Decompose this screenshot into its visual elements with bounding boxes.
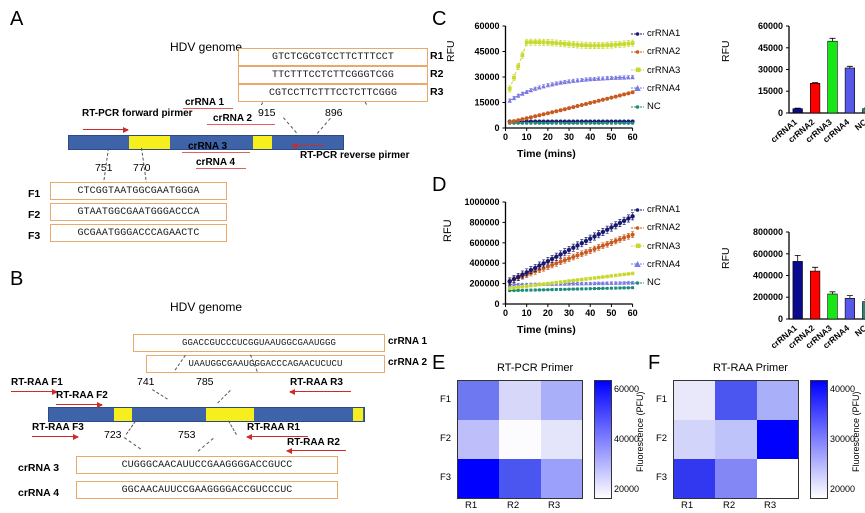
svg-text:0: 0 [778,108,783,118]
svg-text:0: 0 [503,132,508,142]
svg-text:40: 40 [585,132,595,142]
svg-text:800000: 800000 [753,227,783,237]
svg-text:0: 0 [494,123,499,133]
svg-text:40: 40 [585,308,595,318]
svg-text:20: 20 [543,132,553,142]
svg-text:0: 0 [494,299,499,309]
svg-text:20: 20 [543,308,553,318]
svg-text:15000: 15000 [758,86,783,96]
svg-text:NC: NC [853,323,865,339]
svg-text:0: 0 [778,314,783,324]
svg-text:600000: 600000 [469,238,499,248]
svg-text:200000: 200000 [469,279,499,289]
svg-text:30: 30 [564,132,574,142]
svg-text:60: 60 [628,308,638,318]
svg-text:60: 60 [628,132,638,142]
svg-text:50: 50 [606,132,616,142]
svg-text:800000: 800000 [469,217,499,227]
svg-text:60000: 60000 [758,21,783,31]
svg-text:15000: 15000 [474,98,499,108]
svg-text:45000: 45000 [758,43,783,53]
svg-text:30000: 30000 [758,65,783,75]
svg-text:0: 0 [503,308,508,318]
svg-text:400000: 400000 [753,271,783,281]
svg-text:600000: 600000 [753,249,783,259]
svg-text:200000: 200000 [753,292,783,302]
svg-text:30000: 30000 [474,72,499,82]
svg-text:60000: 60000 [474,21,499,31]
svg-text:NC: NC [853,117,865,133]
svg-text:50: 50 [606,308,616,318]
svg-text:1000000: 1000000 [464,197,499,207]
svg-text:10: 10 [522,308,532,318]
svg-text:10: 10 [522,132,532,142]
svg-text:45000: 45000 [474,47,499,57]
svg-text:400000: 400000 [469,258,499,268]
svg-text:30: 30 [564,308,574,318]
